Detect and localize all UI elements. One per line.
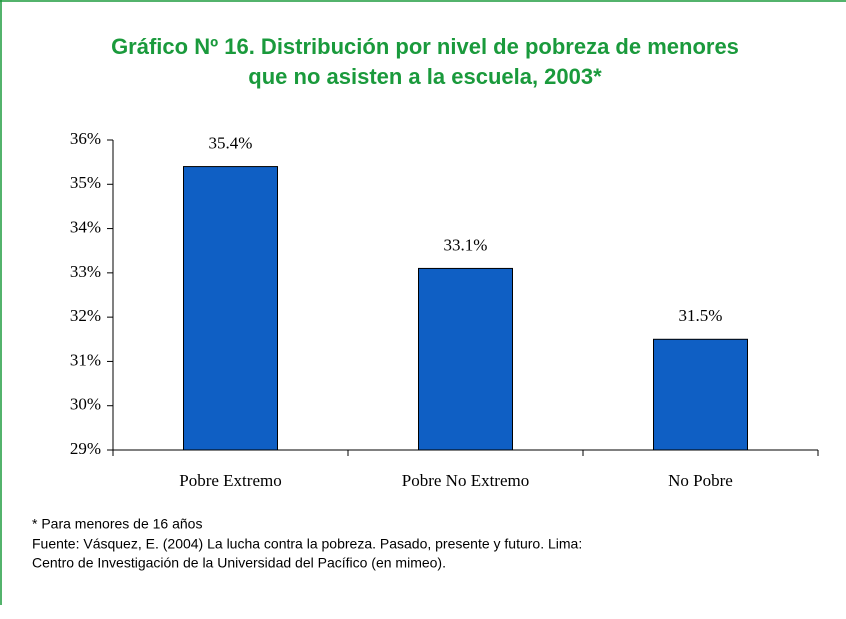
- bar: [418, 267, 513, 451]
- y-tick-label: 36%: [70, 129, 101, 148]
- note: * Para menores de 16 años: [32, 516, 202, 532]
- bar: [183, 166, 278, 451]
- y-tick-label: 30%: [70, 395, 101, 414]
- y-tick-label: 33%: [70, 262, 101, 281]
- y-tick-label: 31%: [70, 350, 101, 369]
- data-label: 35.4%: [209, 133, 253, 152]
- chart-title: Gráfico Nº 16. Distribución por nivel de…: [111, 34, 739, 59]
- data-label: 33.1%: [444, 235, 488, 254]
- y-tick-label: 35%: [70, 173, 101, 192]
- note: Centro de Investigación de la Universida…: [32, 555, 446, 571]
- bar: [653, 338, 748, 451]
- x-tick-label: No Pobre: [668, 471, 733, 490]
- x-tick-label: Pobre No Extremo: [402, 471, 529, 490]
- x-tick-label: Pobre Extremo: [179, 471, 281, 490]
- chart-title: que no asisten a la escuela, 2003*: [248, 64, 602, 89]
- data-label: 31.5%: [679, 306, 723, 325]
- y-tick-label: 32%: [70, 306, 101, 325]
- note: Fuente: Vásquez, E. (2004) La lucha cont…: [32, 536, 582, 552]
- y-tick-label: 29%: [70, 439, 101, 458]
- y-tick-label: 34%: [70, 217, 101, 236]
